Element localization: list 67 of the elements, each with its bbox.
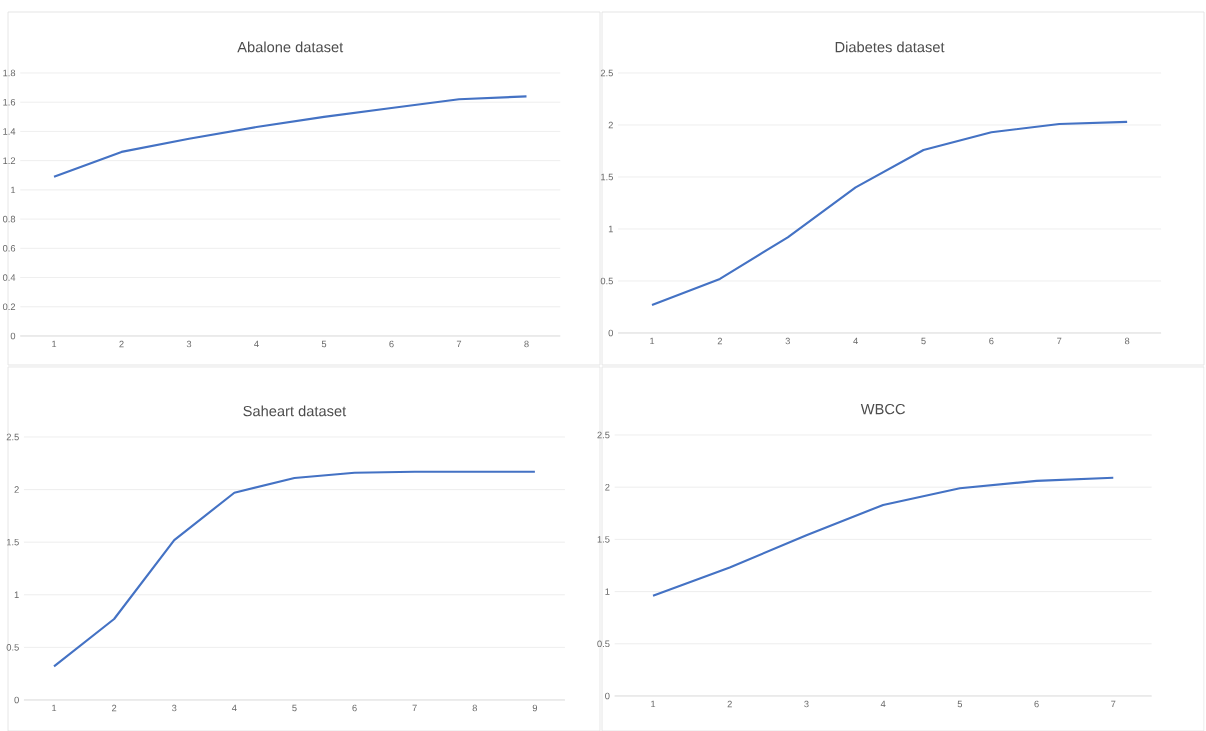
y-tick-label: 0 [10,332,16,340]
y-tick-label: 2.5 [600,69,613,77]
x-tick-label: 6 [1034,700,1039,708]
x-tick-label: 7 [412,704,417,712]
x-tick-label: 6 [389,340,394,348]
chart-title: Abalone dataset [237,41,344,53]
x-tick-label: 5 [292,704,297,712]
x-tick-label: 3 [804,700,809,708]
x-tick-label: 7 [456,340,462,348]
y-tick-label: 0.8 [2,215,16,223]
y-tick-label: 2.5 [6,433,19,441]
y-tick-label: 1.5 [601,173,613,181]
y-tick-label: 0 [14,696,19,704]
line-series [650,120,1129,306]
y-tick-label: 0.6 [2,245,16,252]
y-tick-label: 1.2 [3,157,16,164]
x-tick-label: 1 [52,340,57,348]
x-tick-label: 3 [186,340,192,348]
line-series [651,476,1115,597]
x-tick-label: 8 [524,340,529,348]
chart-title: WBCC [860,403,905,415]
y-tick-label: 1.4 [3,128,16,135]
x-tick-label: 9 [532,704,538,712]
x-tick-label: 7 [1111,700,1116,708]
x-tick-label: 5 [957,700,963,708]
y-tick-label: 1 [14,591,19,598]
y-tick-label: 0.4 [2,274,16,281]
line-series [52,95,528,178]
y-tick-label: 2 [14,486,19,493]
y-tick-label: 1 [608,225,613,233]
x-tick-label: 5 [321,340,327,348]
x-tick-label: 1 [52,704,57,712]
y-tick-label: 0 [608,329,613,337]
x-tick-label: 7 [1057,337,1062,345]
x-tick-label: 5 [921,337,926,345]
x-tick-label: 6 [352,704,357,712]
x-tick-label: 2 [119,340,124,348]
y-tick-label: 1.6 [3,98,16,106]
y-tick-label: 0.2 [2,303,16,311]
x-tick-label: 6 [989,337,994,345]
y-tick-label: 2 [605,483,610,491]
x-tick-label: 3 [785,337,790,345]
x-tick-label: 2 [727,700,732,708]
chart-title: Saheart dataset [243,405,347,417]
x-tick-label: 8 [1124,337,1130,345]
y-tick-label: 1.8 [3,69,16,77]
y-tick-label: 0.5 [597,640,610,648]
y-tick-label: 1.5 [6,538,19,546]
x-tick-label: 2 [111,704,117,712]
chart-title: Diabetes dataset [835,41,945,53]
x-tick-label: 3 [171,704,177,712]
y-tick-label: 1.5 [597,536,610,543]
x-tick-label: 4 [231,704,237,712]
x-tick-label: 4 [880,700,886,708]
y-tick-label: 0.5 [600,277,613,285]
y-tick-label: 2.5 [597,431,610,439]
y-tick-label: 2 [608,121,613,129]
y-tick-label: 1 [605,588,610,595]
x-tick-label: 4 [254,340,259,348]
x-tick-label: 2 [717,337,723,345]
x-tick-label: 1 [651,700,656,708]
x-tick-label: 1 [650,337,655,345]
y-tick-label: 1 [11,186,16,194]
x-tick-label: 4 [853,337,858,345]
y-tick-label: 0.5 [6,644,19,651]
x-tick-label: 8 [472,704,477,712]
y-tick-label: 0 [605,692,610,700]
